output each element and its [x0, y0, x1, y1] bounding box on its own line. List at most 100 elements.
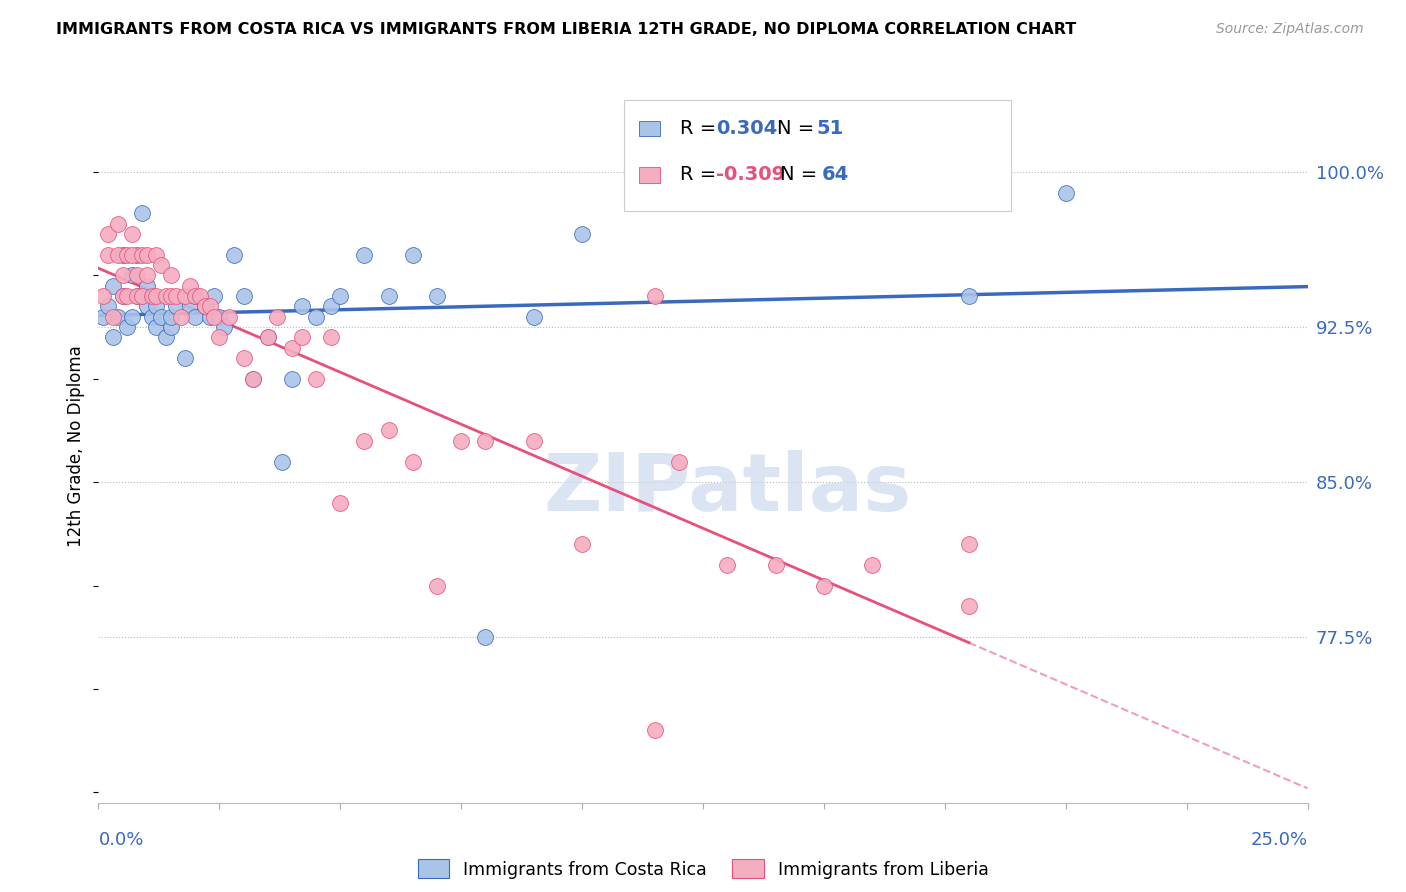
Point [198, 299, 221, 313]
Point [117, 248, 139, 262]
Point [184, 289, 207, 303]
Point [319, 299, 342, 313]
Point [668, 454, 690, 468]
Point [716, 558, 738, 572]
Point [208, 310, 231, 324]
Point [107, 217, 129, 231]
Point [131, 289, 153, 303]
Point [305, 372, 328, 386]
Point [97, 248, 120, 262]
Point [101, 330, 124, 344]
Point [91, 289, 114, 303]
Point [131, 206, 153, 220]
Point [204, 289, 226, 303]
Point [111, 248, 134, 262]
Point [135, 248, 157, 262]
Point [266, 310, 288, 324]
Point [145, 248, 167, 262]
Text: -0.309: -0.309 [716, 165, 786, 185]
Point [160, 320, 183, 334]
Point [377, 289, 399, 303]
Point [1054, 186, 1077, 200]
Point [256, 330, 278, 344]
Point [121, 268, 143, 283]
Point [426, 289, 449, 303]
Point [474, 630, 496, 644]
Point [474, 434, 496, 448]
Point [179, 278, 201, 293]
Point [571, 537, 593, 551]
Point [644, 723, 666, 738]
Point [232, 289, 254, 303]
Point [169, 310, 191, 324]
Text: N =: N = [780, 165, 824, 185]
Point [644, 289, 666, 303]
Point [523, 310, 546, 324]
Point [813, 579, 835, 593]
Point [91, 310, 114, 324]
Y-axis label: 12th Grade, No Diploma: 12th Grade, No Diploma [67, 345, 86, 547]
Text: R =: R = [681, 165, 723, 185]
Point [402, 454, 425, 468]
Point [402, 248, 425, 262]
Point [281, 372, 304, 386]
Point [957, 537, 980, 551]
Text: 25.0%: 25.0% [1250, 831, 1308, 849]
Point [174, 289, 197, 303]
Point [127, 289, 149, 303]
Point [184, 289, 207, 303]
Point [212, 320, 235, 334]
Point [121, 248, 143, 262]
Point [101, 278, 124, 293]
Point [218, 310, 240, 324]
Point [141, 310, 163, 324]
Point [101, 310, 124, 324]
Point [222, 248, 245, 262]
Text: N =: N = [776, 119, 820, 138]
Point [194, 299, 217, 313]
Point [145, 289, 167, 303]
Point [450, 434, 472, 448]
Point [860, 558, 883, 572]
Text: R =: R = [681, 119, 723, 138]
Point [127, 289, 149, 303]
Point [329, 289, 352, 303]
FancyBboxPatch shape [638, 120, 661, 136]
Point [131, 248, 153, 262]
Point [135, 268, 157, 283]
Point [150, 258, 173, 272]
Point [523, 434, 546, 448]
Point [256, 330, 278, 344]
Point [117, 289, 139, 303]
Point [145, 299, 167, 313]
Point [232, 351, 254, 365]
Point [141, 289, 163, 303]
Point [290, 330, 312, 344]
Point [121, 227, 143, 241]
Point [957, 289, 980, 303]
Point [188, 289, 211, 303]
Point [121, 310, 143, 324]
Point [957, 599, 980, 614]
Point [155, 289, 177, 303]
Point [198, 310, 221, 324]
Point [111, 289, 134, 303]
Point [319, 330, 342, 344]
Point [160, 268, 183, 283]
Text: 51: 51 [817, 119, 844, 138]
FancyBboxPatch shape [638, 167, 661, 183]
Point [571, 227, 593, 241]
Text: 0.304: 0.304 [716, 119, 778, 138]
Point [242, 372, 264, 386]
Point [107, 310, 129, 324]
Point [135, 299, 157, 313]
Point [377, 424, 399, 438]
Point [127, 268, 149, 283]
Point [426, 579, 449, 593]
Point [271, 454, 294, 468]
Point [353, 248, 375, 262]
Point [765, 558, 787, 572]
Point [208, 330, 231, 344]
Point [150, 310, 173, 324]
Point [242, 372, 264, 386]
